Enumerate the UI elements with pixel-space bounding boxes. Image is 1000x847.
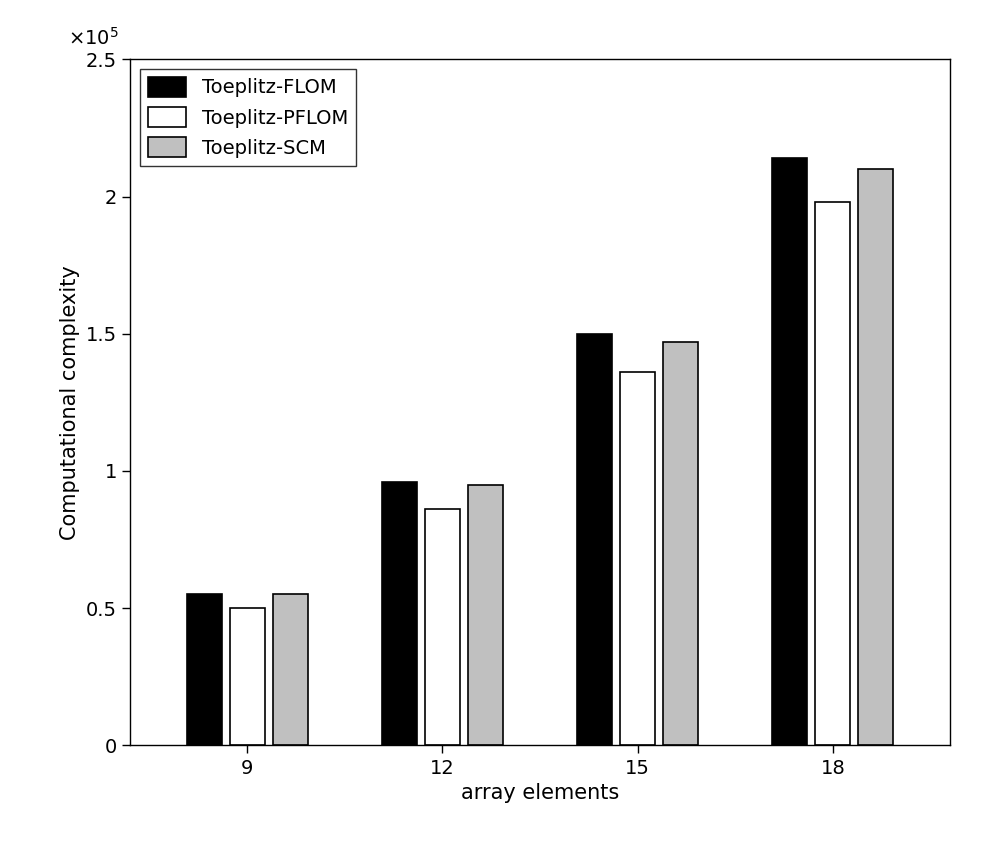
Bar	[273, 595, 308, 745]
Bar	[382, 482, 417, 745]
Y-axis label: Computational complexity: Computational complexity	[60, 265, 80, 540]
Text: $\times10^5$: $\times10^5$	[68, 27, 119, 49]
Bar	[663, 342, 698, 745]
Bar	[230, 608, 265, 745]
Legend: Toeplitz-FLOM, Toeplitz-PFLOM, Toeplitz-SCM: Toeplitz-FLOM, Toeplitz-PFLOM, Toeplitz-…	[140, 69, 356, 166]
Bar	[577, 334, 612, 745]
Bar	[425, 509, 460, 745]
Bar	[187, 595, 222, 745]
Bar	[858, 169, 893, 745]
X-axis label: array elements: array elements	[461, 783, 619, 803]
Bar	[772, 158, 807, 745]
Bar	[468, 484, 503, 745]
Bar	[815, 202, 850, 745]
Bar	[620, 372, 655, 745]
